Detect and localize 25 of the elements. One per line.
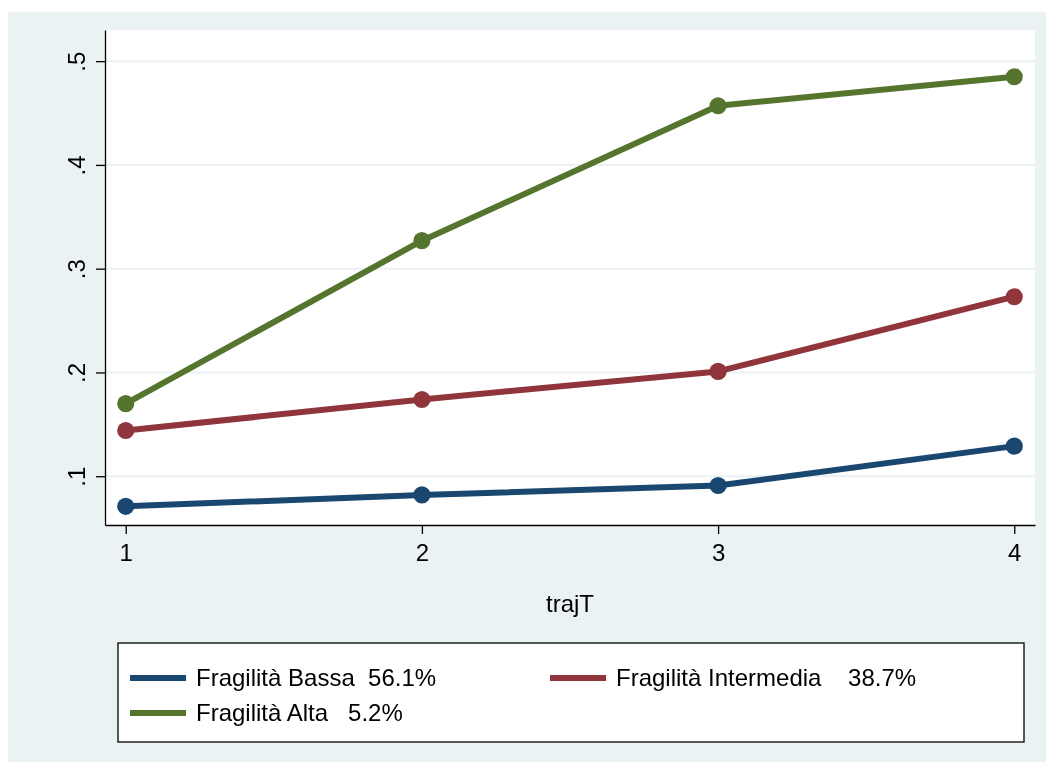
point — [1005, 68, 1023, 86]
point — [709, 97, 727, 115]
point — [413, 486, 431, 504]
point — [1005, 288, 1023, 306]
y-tick-label: .3 — [63, 259, 90, 280]
y-tick-label: .1 — [63, 466, 90, 487]
y-tick-label: .5 — [63, 51, 90, 72]
point — [117, 422, 135, 440]
point — [1005, 437, 1023, 455]
x-tick-label: 1 — [119, 539, 133, 566]
x-tick-label: 3 — [711, 539, 726, 566]
point — [413, 232, 431, 250]
y-tick-label: .4 — [63, 155, 90, 176]
legend-label: Fragilità Intermedia 38.7% — [616, 664, 917, 691]
point — [413, 390, 431, 408]
point — [709, 477, 727, 495]
x-tick-label: 4 — [1008, 539, 1022, 566]
point — [117, 497, 135, 515]
point — [117, 395, 135, 413]
legend-label: Fragilità Alta 5.2% — [196, 699, 403, 726]
y-tick-label: .2 — [63, 362, 90, 383]
x-tick-label: 2 — [415, 539, 430, 566]
point — [709, 362, 727, 380]
legend-label: Fragilità Bassa 56.1% — [196, 664, 437, 691]
x-axis-title: trajT — [546, 590, 595, 617]
